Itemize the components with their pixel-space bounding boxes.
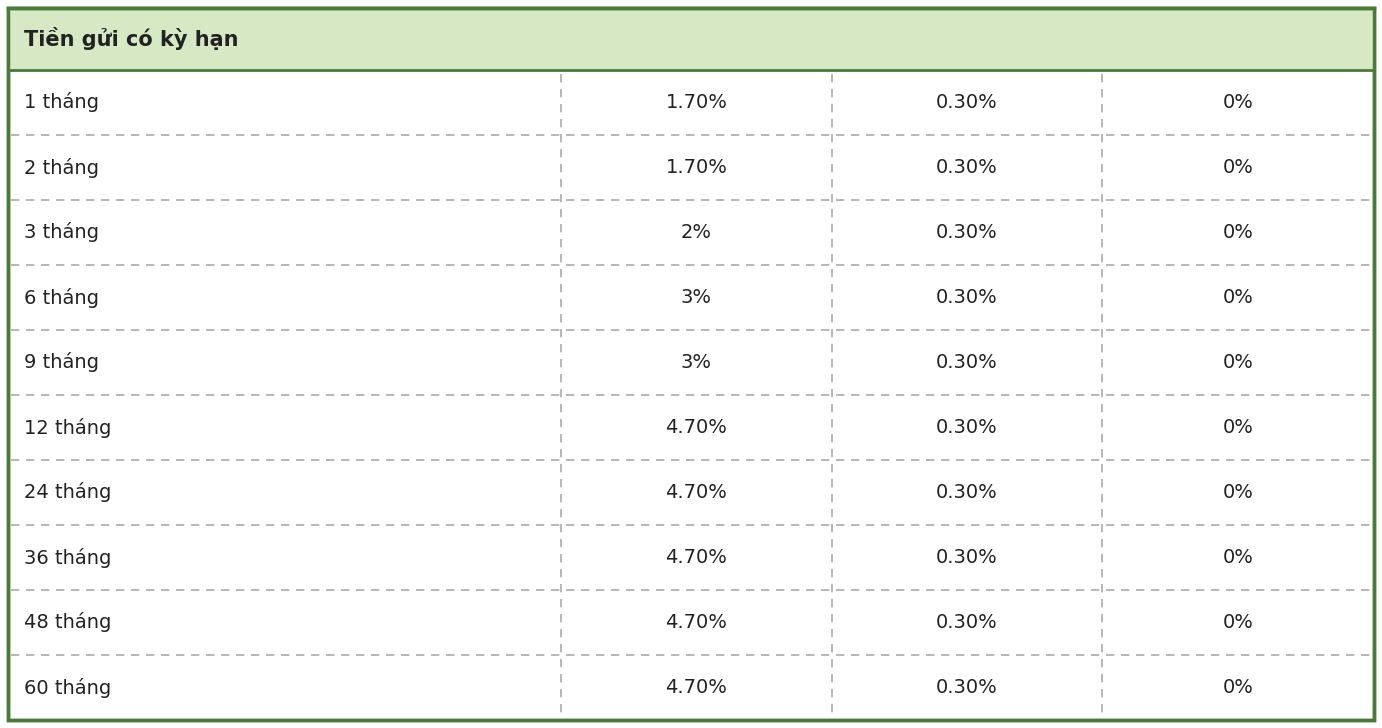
Text: 60 tháng: 60 tháng xyxy=(23,678,111,697)
Text: 0%: 0% xyxy=(1223,418,1253,437)
Text: 0.30%: 0.30% xyxy=(936,418,998,437)
Text: 2 tháng: 2 tháng xyxy=(23,157,100,178)
Text: 0.30%: 0.30% xyxy=(936,93,998,112)
Text: 1.70%: 1.70% xyxy=(666,93,727,112)
Text: 0%: 0% xyxy=(1223,483,1253,502)
Text: 0.30%: 0.30% xyxy=(936,223,998,242)
Text: 4.70%: 4.70% xyxy=(666,418,727,437)
Text: 0%: 0% xyxy=(1223,548,1253,567)
Text: 0%: 0% xyxy=(1223,158,1253,177)
Text: 0%: 0% xyxy=(1223,93,1253,112)
Text: 4.70%: 4.70% xyxy=(666,613,727,632)
Text: 0.30%: 0.30% xyxy=(936,288,998,307)
Text: 36 tháng: 36 tháng xyxy=(23,547,112,568)
Text: 0%: 0% xyxy=(1223,613,1253,632)
Text: 0.30%: 0.30% xyxy=(936,548,998,567)
Text: 0.30%: 0.30% xyxy=(936,158,998,177)
Text: 4.70%: 4.70% xyxy=(666,548,727,567)
Text: 0.30%: 0.30% xyxy=(936,613,998,632)
Text: 0.30%: 0.30% xyxy=(936,678,998,697)
Text: 0.30%: 0.30% xyxy=(936,353,998,372)
Text: 3%: 3% xyxy=(681,288,712,307)
Text: 2%: 2% xyxy=(681,223,712,242)
Text: 9 tháng: 9 tháng xyxy=(23,352,100,373)
Text: 12 tháng: 12 tháng xyxy=(23,417,112,438)
Text: 4.70%: 4.70% xyxy=(666,483,727,502)
Text: 48 tháng: 48 tháng xyxy=(23,612,112,633)
Text: 1 tháng: 1 tháng xyxy=(23,92,100,113)
Text: Tiền gửi có kỳ hạn: Tiền gửi có kỳ hạn xyxy=(23,28,239,50)
Text: 1.70%: 1.70% xyxy=(666,158,727,177)
Text: 0%: 0% xyxy=(1223,353,1253,372)
Text: 24 tháng: 24 tháng xyxy=(23,483,112,502)
Text: 0%: 0% xyxy=(1223,678,1253,697)
Text: 0.30%: 0.30% xyxy=(936,483,998,502)
Text: 0%: 0% xyxy=(1223,223,1253,242)
Bar xyxy=(8,8,1374,70)
Text: 6 tháng: 6 tháng xyxy=(23,288,100,307)
Text: 0%: 0% xyxy=(1223,288,1253,307)
Text: 3 tháng: 3 tháng xyxy=(23,223,100,242)
Text: 4.70%: 4.70% xyxy=(666,678,727,697)
Text: 3%: 3% xyxy=(681,353,712,372)
